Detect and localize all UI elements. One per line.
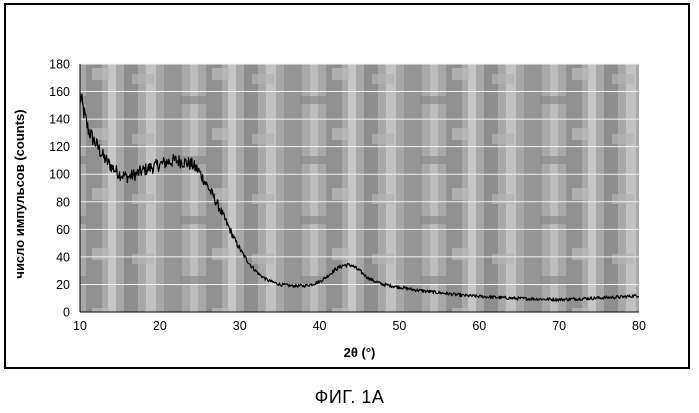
y-tick-label: 20: [56, 278, 70, 292]
y-tick-label: 40: [56, 250, 70, 264]
x-tick-label: 50: [392, 319, 406, 333]
y-tick-label: 80: [56, 195, 70, 209]
x-tick-label: 70: [552, 319, 566, 333]
x-tick-labels: 10 20 30 40 50 60 70 80: [73, 319, 646, 333]
y-tick-label: 160: [49, 85, 70, 99]
y-tick-label: 120: [49, 140, 70, 154]
x-axis-title: 2θ (°): [344, 345, 376, 360]
x-tick-label: 10: [73, 319, 87, 333]
y-tick-label: 100: [49, 168, 70, 182]
x-tick-label: 30: [233, 319, 247, 333]
x-tick-label: 20: [153, 319, 167, 333]
y-tick-label: 0: [63, 306, 70, 320]
y-tick-label: 180: [49, 58, 70, 72]
x-tick-label: 80: [632, 319, 646, 333]
plot-area: [80, 64, 639, 312]
x-tick-label: 40: [313, 319, 327, 333]
y-tick-labels: 0 20 40 60 80 100 120 140 160 180: [49, 58, 70, 320]
y-tick-label: 60: [56, 223, 70, 237]
figure-caption: ФИГ. 1А: [0, 387, 699, 408]
y-axis-title: число импульсов (counts): [12, 109, 27, 278]
x-tick-label: 60: [472, 319, 486, 333]
y-tick-label: 140: [49, 113, 70, 127]
